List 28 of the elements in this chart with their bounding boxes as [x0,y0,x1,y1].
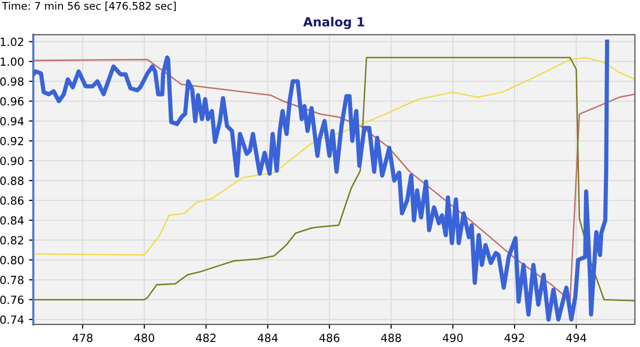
y-tick-label: 1.00 [0,57,24,66]
x-tick-label: 480 [134,334,154,342]
y-tick-label: 0.98 [0,77,24,86]
y-tick-label: 0.76 [0,296,24,304]
y-tick-label: 0.90 [0,156,24,166]
x-tick-label: 490 [442,334,463,342]
y-tick-label: 0.86 [0,196,24,205]
y-tick-label: 0.80 [0,256,24,264]
y-tick-label: 0.92 [0,136,24,146]
x-tick-label: 494 [566,334,586,342]
x-tick-label: 482 [196,334,216,342]
y-tick-label: 0.84 [0,216,24,225]
chart-title: Analog 1 [303,16,364,30]
y-tick-label: 0.88 [0,176,24,185]
text: Time: 7 min 56 sec [476.582 sec] [2,2,176,12]
x-tick-label: 484 [258,334,278,342]
y-tick-label: 0.96 [0,97,24,106]
line-series [33,56,635,256]
x-tick-label: 486 [319,334,340,342]
y-tick-label: 1.02 [0,38,24,46]
x-tick-label: 478 [72,334,92,342]
y-tick-label: 0.78 [0,276,24,284]
x-tick-label: 492 [504,334,524,342]
line-series [33,40,610,322]
y-tick-label: 0.82 [0,236,24,244]
x-tick-label: 488 [381,334,401,342]
y-tick-label: 0.74 [0,315,24,324]
y-tick-label: 0.94 [0,117,24,126]
